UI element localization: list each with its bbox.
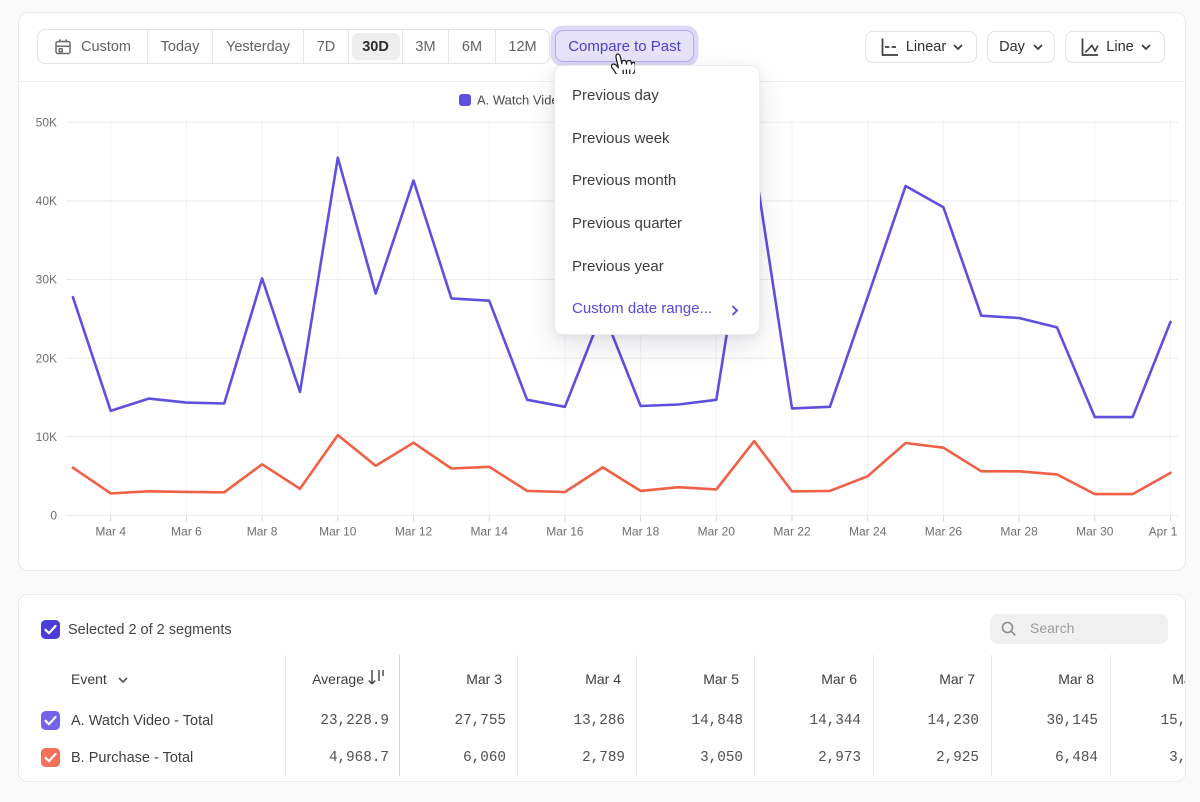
svg-text:Mar 28: Mar 28 [1000, 525, 1038, 539]
svg-text:Mar 4: Mar 4 [95, 525, 126, 539]
svg-text:40K: 40K [36, 194, 57, 208]
svg-text:Mar 16: Mar 16 [546, 525, 584, 539]
svg-text:Mar 8: Mar 8 [247, 525, 278, 539]
svg-text:Mar 30: Mar 30 [1076, 525, 1114, 539]
svg-text:Mar 18: Mar 18 [622, 525, 660, 539]
svg-text:Mar 6: Mar 6 [171, 525, 202, 539]
svg-text:20K: 20K [36, 351, 57, 365]
svg-text:Mar 24: Mar 24 [849, 525, 887, 539]
svg-text:50K: 50K [36, 116, 57, 130]
svg-text:10K: 10K [36, 430, 57, 444]
svg-text:Mar 12: Mar 12 [395, 525, 433, 539]
svg-text:Apr 1: Apr 1 [1149, 525, 1178, 539]
svg-text:Mar 20: Mar 20 [698, 525, 736, 539]
svg-text:Mar 10: Mar 10 [319, 525, 357, 539]
svg-text:Mar 14: Mar 14 [471, 525, 509, 539]
svg-text:Mar 22: Mar 22 [773, 525, 811, 539]
svg-text:Mar 26: Mar 26 [925, 525, 963, 539]
svg-text:30K: 30K [36, 273, 57, 287]
svg-text:0: 0 [50, 509, 57, 523]
